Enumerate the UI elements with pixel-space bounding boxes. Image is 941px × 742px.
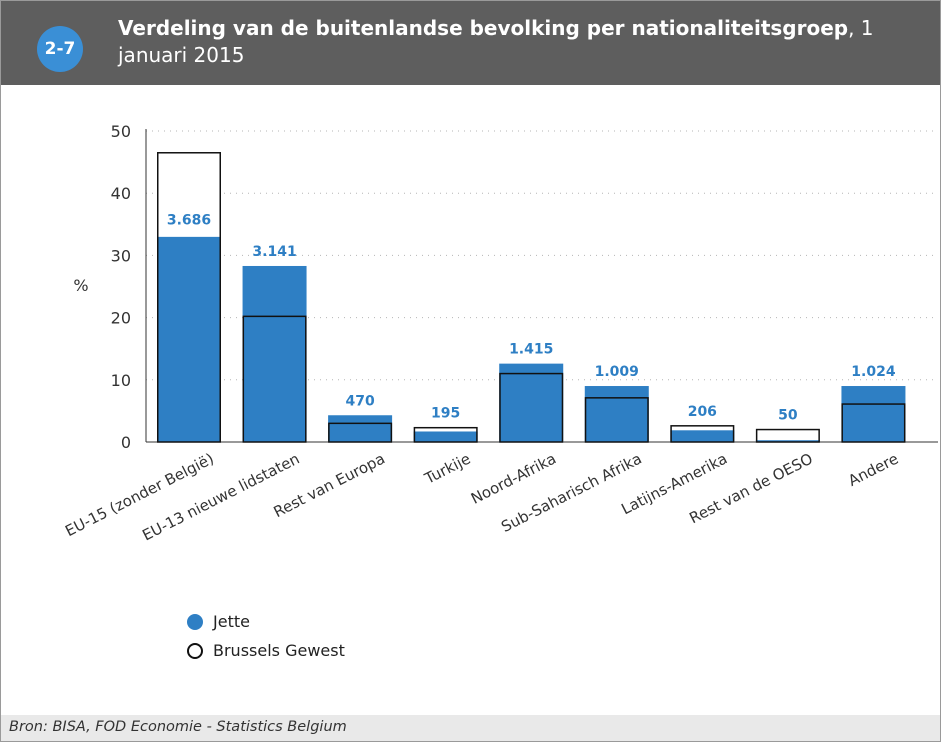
data-label: 3.141 [252, 244, 296, 260]
bar-brussels-outline [328, 422, 393, 443]
bar-brussels-fill [157, 152, 221, 237]
legend-swatch-filled [187, 613, 203, 630]
y-tick-label: 50 [111, 122, 131, 141]
y-tick-label: 20 [111, 309, 131, 328]
x-tick-label: Andere [845, 450, 901, 490]
bar-brussels-outline [499, 372, 564, 443]
data-label: 470 [345, 393, 374, 409]
bar-jette [755, 440, 820, 442]
bar-brussels-outline [242, 315, 307, 443]
y-tick-label: 10 [111, 371, 131, 390]
legend-label-jette: Jette [213, 612, 250, 631]
bar-brussels-outline [157, 152, 221, 443]
bar-brussels-outline [413, 426, 478, 443]
y-tick-label: 0 [121, 433, 131, 452]
x-tick-label: Turkije [421, 450, 474, 489]
chart-title-date: , 1 januari 2015 [118, 16, 874, 67]
legend-item-jette: Jette [187, 607, 345, 636]
legend: Jette Brussels Gewest [187, 607, 345, 665]
chart-header: 2-7 Verdeling van de buitenlandse bevolk… [1, 1, 940, 85]
x-tick-label: EU-13 nieuwe lidstaten [139, 450, 302, 545]
bar-brussels-fill [670, 425, 735, 431]
data-label: 195 [431, 406, 460, 422]
bar-jette [328, 415, 393, 442]
y-tick-label: 30 [111, 246, 131, 265]
bar-jette [499, 363, 564, 442]
y-axis-label: % [73, 276, 88, 295]
bar-brussels-outline [584, 397, 649, 443]
legend-label-brussels: Brussels Gewest [213, 641, 345, 660]
source-text: Bron: BISA, FOD Economie - Statistics Be… [9, 719, 347, 735]
data-label: 50 [778, 408, 798, 424]
bar-jette [584, 386, 649, 442]
source-footer: Bron: BISA, FOD Economie - Statistics Be… [1, 715, 940, 741]
bar-brussels-fill [413, 427, 478, 432]
bar-jette [841, 386, 906, 442]
data-label: 206 [688, 404, 717, 420]
bar-jette [242, 265, 307, 442]
bar-jette [413, 431, 478, 442]
legend-item-brussels: Brussels Gewest [187, 636, 345, 665]
bar-brussels-fill [755, 429, 820, 441]
data-label: 3.686 [167, 213, 211, 229]
bar-brussels-outline [841, 403, 906, 443]
bar-brussels-outline [670, 425, 735, 443]
figure-number-badge: 2-7 [37, 26, 83, 72]
x-tick-label: EU-15 (zonder België) [62, 450, 217, 541]
data-label: 1.415 [509, 342, 553, 358]
legend-swatch-outline [187, 642, 203, 659]
chart-title: Verdeling van de buitenlandse bevolking … [118, 15, 928, 69]
bar-chart: 0 10 20 30 40 50% 3.686 EU-15 (zonder België) 3.… [62, 122, 938, 545]
data-label: 1.024 [851, 364, 896, 380]
bar-jette [157, 236, 221, 442]
y-tick-label: 40 [111, 184, 131, 203]
chart-title-bold: Verdeling van de buitenlandse bevolking … [118, 16, 849, 40]
bar-jette [670, 430, 735, 442]
data-label: 1.009 [595, 364, 639, 380]
bar-brussels-outline [755, 428, 820, 443]
x-tick-label: Sub-Saharisch Afrika [498, 450, 644, 536]
